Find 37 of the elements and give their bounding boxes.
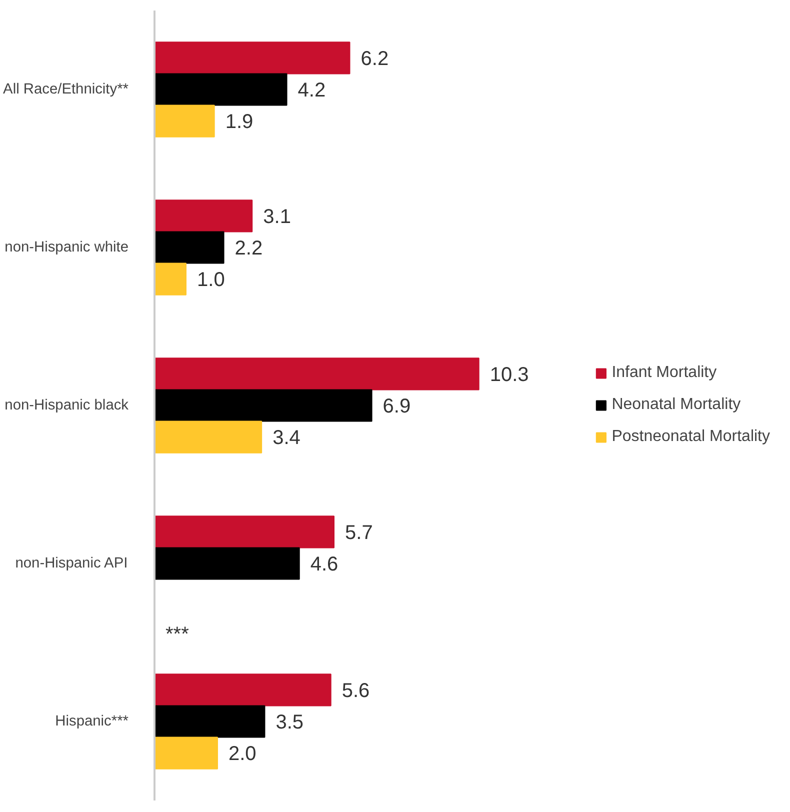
y-tick-label: Hispanic*** (55, 714, 129, 730)
bar (154, 73, 288, 106)
text: *** (166, 624, 189, 646)
data-label: 1.9 (225, 111, 254, 134)
data-label: 3.1 (263, 206, 291, 228)
data-label: 2.0 (228, 743, 256, 766)
data-label: 4.6 (310, 554, 338, 576)
y-tick-label: non-Hispanic black (4, 398, 130, 414)
bar (154, 420, 262, 454)
bar (154, 389, 372, 422)
data-label: 10.3 (490, 364, 529, 386)
data-label: 5.6 (342, 680, 370, 702)
legend-label: Postneonatal Mortality (612, 428, 770, 446)
bar (154, 231, 224, 264)
bar (154, 104, 215, 138)
bar (154, 358, 480, 390)
bar (154, 262, 186, 296)
data-label: 5.7 (345, 522, 373, 544)
data-label: 6.2 (360, 48, 389, 70)
bar (154, 200, 253, 232)
bar (154, 736, 218, 770)
bar (154, 547, 300, 580)
data-label: 3.5 (276, 712, 304, 734)
data-label: 3.4 (272, 427, 300, 450)
y-tick-label: non-Hispanic API (15, 556, 128, 572)
bar (154, 516, 334, 548)
data-label: 4.2 (298, 80, 326, 102)
legend-label: Infant Mortality (612, 364, 717, 382)
legend-label: Neonatal Mortality (612, 396, 741, 414)
y-tick-label: non-Hispanic white (4, 240, 128, 256)
data-label: 1.0 (197, 269, 225, 292)
data-label: 2.2 (234, 238, 263, 260)
bar (154, 42, 350, 74)
y-tick-label: All Race/Ethnicity** (3, 82, 129, 98)
bar (154, 705, 266, 738)
bar (154, 674, 332, 706)
data-label: 6.9 (382, 396, 411, 418)
